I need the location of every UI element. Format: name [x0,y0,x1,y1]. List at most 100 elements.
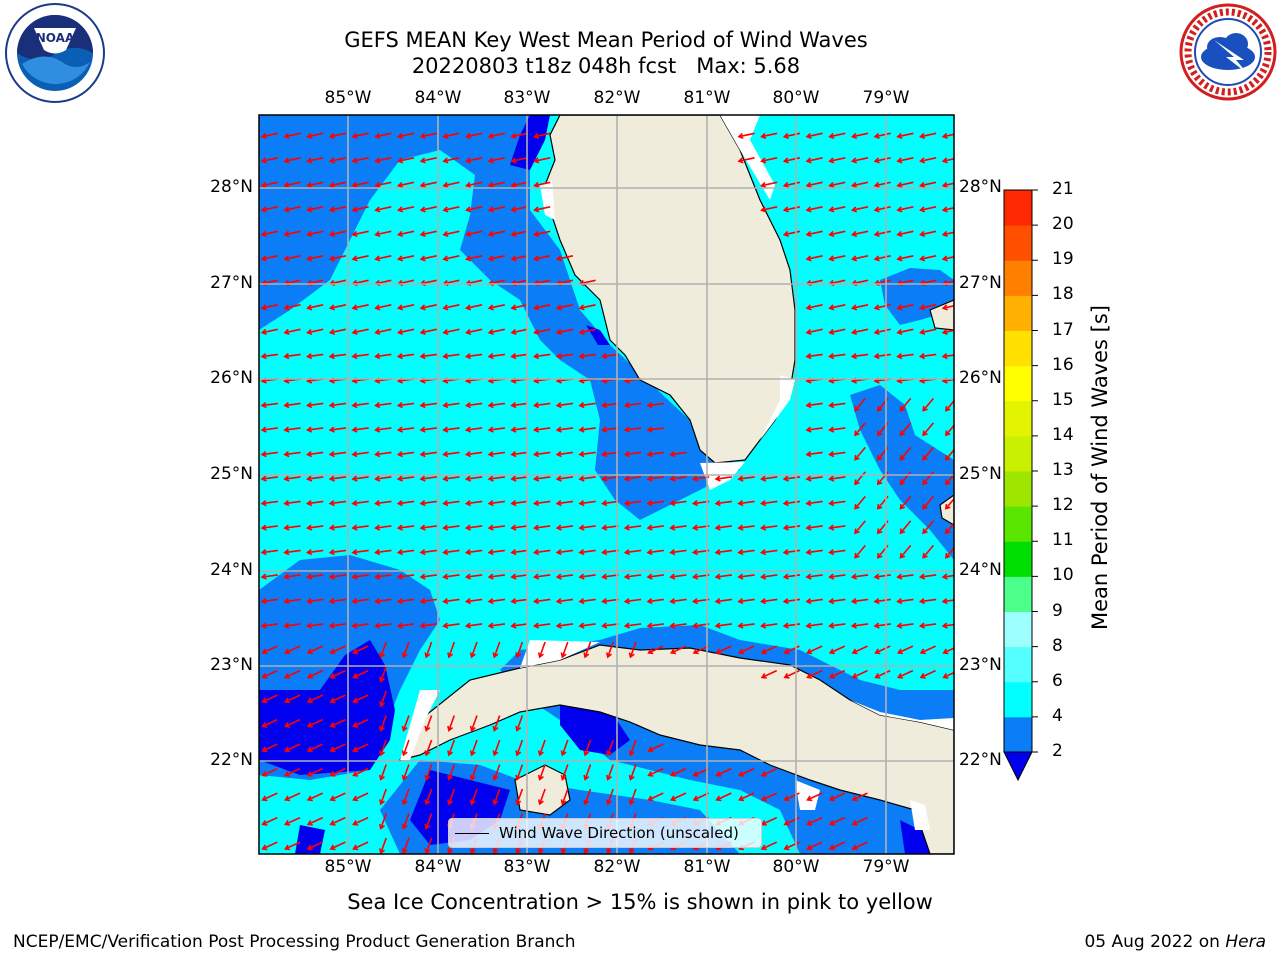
wave-direction-arrow [782,230,801,238]
wave-direction-arrow [464,499,483,507]
wave-direction-arrow [851,816,868,826]
map-frame [258,114,955,855]
wave-direction-arrow [782,597,801,605]
wave-direction-arrow [601,573,619,580]
lon-label: 79°W [862,88,910,108]
wave-direction-arrow [351,132,369,140]
wave-direction-arrow [760,645,778,655]
wave-direction-arrow [669,524,687,531]
wave-direction-arrow [442,230,460,238]
wave-direction-arrow [305,401,324,409]
wave-direction-arrow [555,328,574,336]
wave-direction-arrow [873,157,891,164]
wave-direction-arrow [922,446,935,461]
wave-direction-arrow [515,788,524,806]
wave-direction-arrow [783,816,800,826]
wave-direction-arrow [828,475,846,482]
wave-direction-arrow [283,426,301,433]
wave-direction-arrow [424,837,433,854]
wave-direction-arrow [828,181,846,189]
wave-direction-arrow [328,401,347,409]
wave-direction-arrow [306,181,324,189]
wave-direction-arrow [396,426,415,433]
wave-direction-arrow [606,764,614,781]
wave-direction-arrow [896,157,914,164]
wave-direction-arrow [401,788,410,806]
wave-direction-arrow [419,524,437,531]
wave-direction-arrow [899,544,912,559]
wave-direction-arrow [532,426,551,433]
wave-direction-arrow [510,328,528,336]
wave-direction-arrow [487,524,506,531]
wave-direction-arrow [854,422,866,437]
lat-label: 23°N [959,655,1002,675]
wave-direction-arrow [487,255,505,262]
wave-direction-arrow [305,426,324,433]
wave-direction-arrow [284,743,301,753]
wave-direction-arrow [896,328,914,336]
wave-direction-arrow [578,304,596,311]
lat-label: 22°N [959,750,1002,770]
wave-direction-arrow [532,524,551,531]
wave-direction-arrow [379,739,387,757]
wave-direction-arrow [464,622,483,629]
wave-direction-arrow [669,499,687,507]
colorbar-segment [1004,646,1032,683]
wave-direction-arrow [374,206,392,213]
wave-direction-arrow [305,597,324,605]
wave-direction-arrow [419,132,437,140]
wave-direction-arrow [854,544,866,559]
wave-direction-arrow [419,255,437,262]
wave-direction-arrow [919,645,936,655]
wave-direction-arrow [646,475,664,482]
wave-direction-arrow [828,548,846,556]
wave-direction-arrow [919,181,937,189]
wave-direction-arrow [419,352,437,360]
wave-direction-arrow [487,548,506,556]
wave-direction-arrow [601,450,619,458]
wave-direction-arrow [306,669,324,679]
wave-direction-arrow [261,718,278,728]
lon-label: 81°W [683,88,731,108]
wave-direction-arrow [329,645,346,655]
wave-direction-arrow [578,475,596,482]
wave-direction-arrow [874,645,891,655]
wave-direction-arrow [510,157,528,164]
wave-direction-arrow [464,475,483,482]
wave-direction-arrow [738,767,755,777]
wave-direction-arrow [601,622,619,629]
wave-direction-arrow [260,573,279,580]
wave-direction-arrow [783,792,800,802]
wave-direction-arrow [283,255,301,262]
wave-direction-arrow [305,548,324,556]
wave-direction-arrow [260,230,278,238]
wave-direction-arrow [465,206,483,213]
wave-direction-arrow [442,328,460,336]
wave-direction-arrow [260,548,279,556]
wave-direction-arrow [487,328,505,336]
wave-direction-arrow [760,767,778,777]
wave-direction-arrow [737,548,755,556]
wave-direction-arrow [374,157,392,164]
wave-direction-arrow [583,764,592,781]
wave-direction-arrow [941,157,954,164]
wave-direction-arrow [328,352,347,360]
wave-direction-arrow [669,645,687,655]
wave-direction-arrow [442,304,460,311]
wave-direction-arrow [737,597,755,605]
wave-direction-arrow [464,597,483,605]
wave-direction-arrow [828,401,846,409]
wave-direction-arrow [283,206,301,213]
wave-direction-arrow [374,255,392,262]
wave-direction-arrow [560,641,569,659]
wave-direction-arrow [447,715,456,732]
wave-direction-arrow [941,622,954,629]
wave-direction-arrow [941,206,954,213]
graticule [259,115,954,854]
wave-direction-arrow [328,255,347,262]
lon-label: 85°W [324,857,372,877]
wave-direction-arrow [899,495,912,510]
wave-direction-arrow [851,669,868,679]
wave-direction-arrow [424,764,433,781]
wave-direction-arrow [419,450,437,458]
